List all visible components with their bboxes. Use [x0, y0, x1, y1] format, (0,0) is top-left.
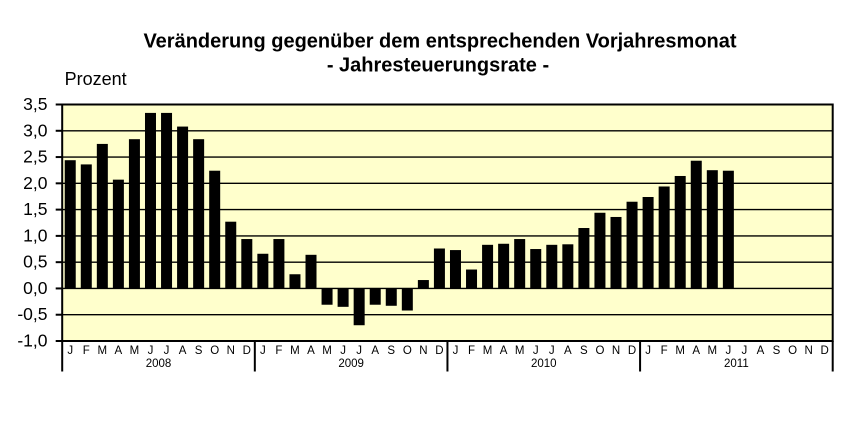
svg-text:2011: 2011	[724, 358, 749, 370]
svg-text:A: A	[692, 345, 700, 357]
svg-text:A: A	[307, 345, 315, 357]
svg-text:M: M	[515, 345, 525, 357]
svg-text:O: O	[210, 345, 219, 357]
svg-text:S: S	[580, 345, 588, 357]
svg-text:D: D	[435, 345, 443, 357]
svg-text:J: J	[453, 345, 459, 357]
svg-text:F: F	[468, 345, 475, 357]
svg-text:J: J	[340, 345, 346, 357]
svg-text:A: A	[757, 345, 765, 357]
svg-text:M: M	[483, 345, 493, 357]
svg-text:F: F	[83, 345, 90, 357]
svg-text:S: S	[387, 345, 395, 357]
svg-text:D: D	[821, 345, 829, 357]
svg-text:- Jahresteuerungsrate -: - Jahresteuerungsrate -	[327, 55, 549, 77]
svg-text:M: M	[290, 345, 300, 357]
svg-text:J: J	[645, 345, 651, 357]
svg-text:M: M	[675, 345, 685, 357]
svg-text:D: D	[628, 345, 636, 357]
svg-text:J: J	[164, 345, 170, 357]
svg-text:Prozent: Prozent	[65, 69, 127, 89]
svg-text:2,0: 2,0	[23, 173, 48, 193]
svg-text:-0,5: -0,5	[17, 304, 47, 324]
svg-text:D: D	[243, 345, 251, 357]
svg-text:A: A	[115, 345, 123, 357]
svg-text:0,0: 0,0	[23, 278, 48, 298]
svg-text:N: N	[419, 345, 427, 357]
svg-text:O: O	[595, 345, 604, 357]
svg-text:M: M	[708, 345, 718, 357]
svg-text:F: F	[661, 345, 668, 357]
svg-text:O: O	[788, 345, 797, 357]
svg-text:A: A	[564, 345, 572, 357]
svg-text:3,0: 3,0	[23, 120, 48, 140]
svg-text:1,5: 1,5	[23, 199, 47, 219]
svg-text:J: J	[549, 345, 555, 357]
svg-text:S: S	[773, 345, 781, 357]
svg-text:N: N	[227, 345, 235, 357]
svg-text:2010: 2010	[531, 358, 557, 370]
svg-text:Veränderung gegenüber dem ents: Veränderung gegenüber dem entsprechenden…	[143, 30, 736, 52]
svg-text:2008: 2008	[146, 358, 172, 370]
svg-text:A: A	[371, 345, 379, 357]
svg-text:2009: 2009	[338, 358, 364, 370]
svg-text:J: J	[67, 345, 73, 357]
svg-text:J: J	[356, 345, 362, 357]
svg-text:N: N	[612, 345, 620, 357]
svg-text:J: J	[742, 345, 748, 357]
svg-text:J: J	[260, 345, 266, 357]
svg-text:3,5: 3,5	[23, 94, 47, 114]
svg-text:-1,0: -1,0	[17, 331, 47, 351]
svg-text:0,5: 0,5	[23, 252, 47, 272]
svg-text:M: M	[130, 345, 140, 357]
svg-text:F: F	[275, 345, 282, 357]
svg-text:J: J	[148, 345, 154, 357]
svg-text:A: A	[500, 345, 508, 357]
svg-text:J: J	[533, 345, 539, 357]
svg-text:A: A	[179, 345, 187, 357]
svg-text:1,0: 1,0	[23, 225, 48, 245]
svg-text:J: J	[725, 345, 731, 357]
svg-text:S: S	[195, 345, 203, 357]
svg-text:O: O	[403, 345, 412, 357]
svg-text:M: M	[98, 345, 108, 357]
svg-text:N: N	[804, 345, 812, 357]
svg-text:2,5: 2,5	[23, 147, 47, 167]
svg-text:M: M	[322, 345, 332, 357]
